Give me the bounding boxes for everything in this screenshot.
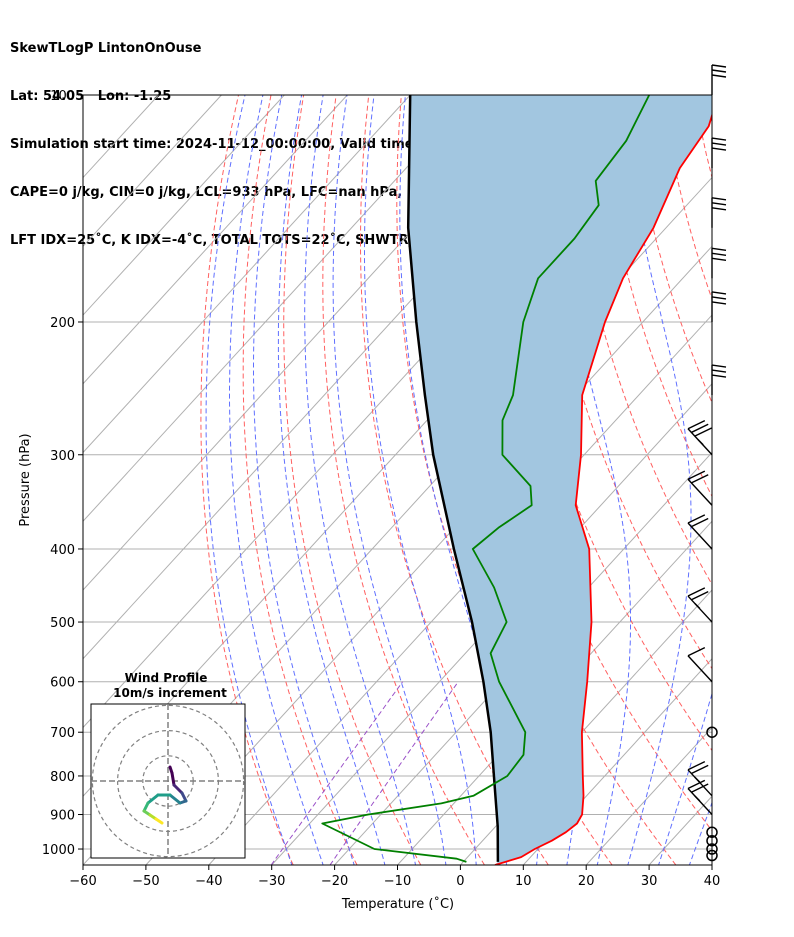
calm-wind-circle [706,843,718,855]
dry-adiabat [693,95,712,180]
dewpoint-line [321,95,651,863]
moist-adiabat [546,95,631,865]
isotherm-line [271,383,712,865]
moist-adiabat [620,95,692,865]
hodograph-segment [170,771,176,787]
calm-wind-circle [706,826,718,838]
dry-adiabat [563,95,712,586]
y-tick-label: 600 [50,676,75,691]
y-tick-label: 900 [50,809,75,824]
wind-barb [687,587,713,623]
isotherm-line [711,864,712,865]
x-tick-label: 40 [704,874,721,889]
moist-adiabat [277,95,386,865]
moist-adiabat [229,95,324,865]
station-coordinates: Lat: 54.05 Lon: -1.25 [10,89,172,104]
moist-adiabat [304,95,417,865]
x-tick-label: −50 [132,874,159,889]
inset-plot [91,704,245,858]
moist-adiabat [205,95,293,865]
inset-subtitle: 10m/s increment [113,686,227,700]
x-tick-label: 30 [641,874,658,889]
x-tick-label: −10 [384,874,411,889]
hodograph-segment [146,793,160,805]
wind-barb [711,64,727,95]
x-tick-label: −40 [195,874,222,889]
x-tick-label: 0 [456,874,464,889]
calm-wind-circle [706,726,718,738]
wind-barb [687,514,713,550]
mixing-ratio-line [270,681,404,865]
wind-barb [687,779,713,815]
y-tick-label: 300 [50,449,75,464]
hodograph-segment [168,793,182,805]
moist-adiabat [253,95,355,865]
inset-title: Wind Profile [125,671,208,685]
wind-barbs [687,64,727,862]
moist-adiabat [688,801,712,865]
y-tick-label: 1000 [42,843,75,858]
dry-adiabat [242,95,358,865]
wind-barb [711,364,727,396]
wind-barb [711,197,727,228]
cape-shading [408,95,712,865]
dry-adiabat [727,95,794,865]
moist-adiabat [658,692,712,865]
moist-adiabat [720,95,794,867]
x-tick-label: 20 [578,874,595,889]
y-tick-label: 200 [50,316,75,331]
x-tick-label: 10 [515,874,532,889]
dry-adiabat [359,95,549,865]
y-tick-label: 400 [50,543,75,558]
wind-barb [687,470,713,506]
isotherm-line [83,95,348,385]
wind-barb [711,291,727,322]
speed-ring [91,704,245,858]
moist-adiabat [364,95,477,865]
y-tick-label: 500 [50,616,75,631]
isotherm-line [334,451,712,865]
y-tick-label: 700 [50,726,75,741]
sounding-profiles [321,95,712,865]
parcel-path-line [406,95,500,862]
x-tick-label: −30 [258,874,285,889]
isotherm-line [585,726,712,865]
x-axis-label: Temperature (˚C) [341,896,454,912]
isotherm-line [648,795,712,865]
mixing-ratio-line [329,681,459,865]
isotherm-line [522,658,712,865]
temperature-line [494,112,712,865]
station-title: SkewTLogP LintonOnOuse [10,41,202,56]
hodograph-segment [172,783,184,795]
dry-adiabat [200,95,294,865]
dry-adiabat [322,95,485,865]
x-tick-label: −60 [69,874,96,889]
x-tick-label: −20 [321,874,348,889]
cin-cape-area [408,95,712,865]
wind-barb [687,646,713,683]
isotherm-line [83,95,285,316]
moist-adiabat [332,95,447,865]
axis-ticks: −60 −50 −40 −30 −20 −10 0 10 20 30 40 100 200 300 400 5… [42,89,720,889]
dry-adiabat [531,95,712,670]
y-axis-label: Pressure (hPa) [18,433,33,526]
calm-wind-circle [706,834,718,847]
isotherm-line [83,95,474,523]
wind-barb [711,247,727,279]
y-tick-label: 800 [50,770,75,785]
isotherm-line [83,95,411,454]
y-tick-label: 100 [50,89,75,104]
isotherm-line [83,95,222,248]
calm-wind-circle [706,849,718,862]
hodograph-segment [154,817,164,825]
wind-barb [687,761,713,797]
dry-adiabat [759,95,794,865]
wind-barb [711,137,727,169]
wind-barb [687,419,713,456]
